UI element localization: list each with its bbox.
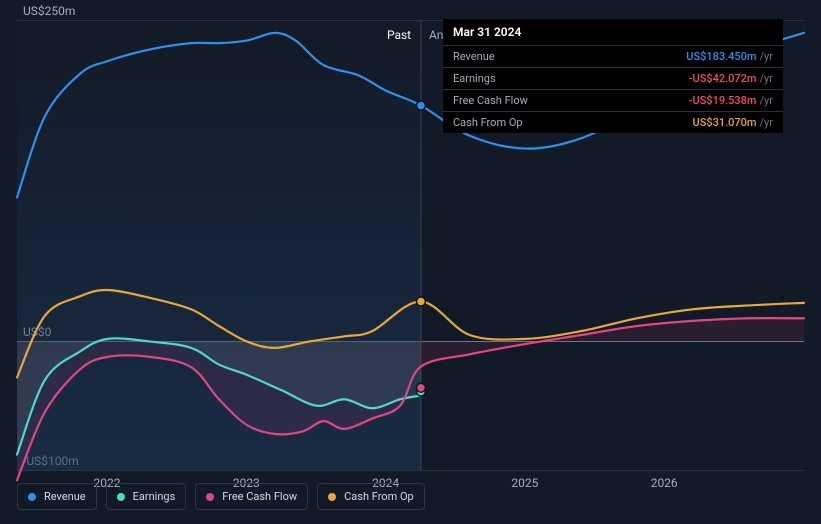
tooltip-value: -US$19.538m (689, 94, 757, 107)
legend-swatch (117, 493, 125, 501)
tooltip-label: Revenue (453, 50, 495, 63)
tooltip-suffix: /yr (760, 72, 773, 85)
tooltip-label: Earnings (453, 72, 496, 85)
tooltip-row: Cash From Op US$31.070m/yr (443, 111, 783, 133)
tooltip-row: Free Cash Flow -US$19.538m/yr (443, 89, 783, 111)
tooltip-value: -US$42.072m (689, 72, 757, 85)
tooltip-value-cell: US$31.070m/yr (693, 116, 774, 129)
legend: Revenue Earnings Free Cash Flow Cash Fro… (17, 483, 425, 510)
tooltip-label: Cash From Op (453, 116, 523, 129)
financials-chart: US$250m US$0 -US$100m Past Analysts Fore… (0, 0, 821, 524)
tooltip-value: US$31.070m (693, 116, 757, 129)
legend-item-earnings[interactable]: Earnings (106, 483, 187, 510)
legend-swatch (206, 493, 214, 501)
tooltip-suffix: /yr (760, 94, 773, 107)
tooltip-row: Revenue US$183.450m/yr (443, 45, 783, 67)
legend-item-fcf[interactable]: Free Cash Flow (195, 483, 308, 510)
tooltip-suffix: /yr (760, 116, 773, 129)
legend-item-revenue[interactable]: Revenue (17, 483, 97, 510)
tooltip-label: Free Cash Flow (453, 94, 528, 107)
legend-item-cfo[interactable]: Cash From Op (317, 483, 425, 510)
tooltip-row: Earnings -US$42.072m/yr (443, 67, 783, 89)
tooltip: Mar 31 2024 Revenue US$183.450m/yr Earni… (443, 19, 783, 133)
tooltip-value-cell: US$183.450m/yr (686, 50, 773, 63)
tooltip-value: US$183.450m (686, 50, 756, 63)
tooltip-suffix: /yr (760, 50, 773, 63)
tooltip-header: Mar 31 2024 (443, 19, 783, 45)
tooltip-value-cell: -US$19.538m/yr (689, 94, 773, 107)
legend-swatch (328, 493, 336, 501)
legend-label: Revenue (44, 490, 86, 503)
legend-swatch (28, 493, 36, 501)
legend-label: Earnings (133, 490, 176, 503)
legend-label: Free Cash Flow (222, 490, 297, 503)
legend-label: Cash From Op (344, 490, 414, 503)
tooltip-value-cell: -US$42.072m/yr (689, 72, 773, 85)
